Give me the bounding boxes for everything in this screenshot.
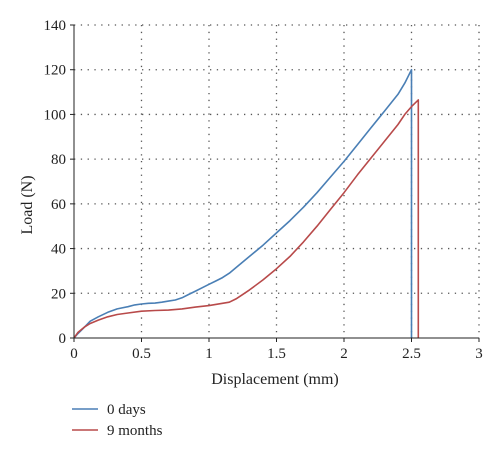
legend-label-9-months: 9 months [107,423,163,439]
y-tick-label: 80 [51,152,66,168]
x-axis: 0 0.5 1 1.5 2 2.5 3 [70,338,483,362]
x-tick-label: 2.5 [402,346,421,362]
y-tick-label: 20 [51,286,66,302]
legend-label-0-days: 0 days [107,402,146,418]
x-tick-label: 1.5 [267,346,286,362]
y-tick-label: 0 [59,331,67,347]
series-line-0-days [73,68,413,339]
x-tick-label: 3 [475,346,483,362]
y-axis: 0 20 40 60 80 100 120 140 [44,18,74,347]
y-axis-title: Load (N) [19,175,36,234]
x-tick-label: 0.5 [132,346,151,362]
x-axis-title: Displacement (mm) [211,371,339,388]
y-tick-label: 60 [51,197,66,213]
x-tick-label: 0 [70,346,78,362]
y-tick-label: 40 [51,242,66,258]
series-line-9-months [73,99,420,339]
y-tick-label: 140 [44,18,67,34]
y-tick-label: 100 [44,107,67,123]
x-tick-label: 2 [340,346,348,362]
legend: 0 days 9 months [72,402,163,439]
series-layer [73,68,420,339]
y-tick-label: 120 [44,63,67,79]
x-tick-label: 1 [205,346,213,362]
